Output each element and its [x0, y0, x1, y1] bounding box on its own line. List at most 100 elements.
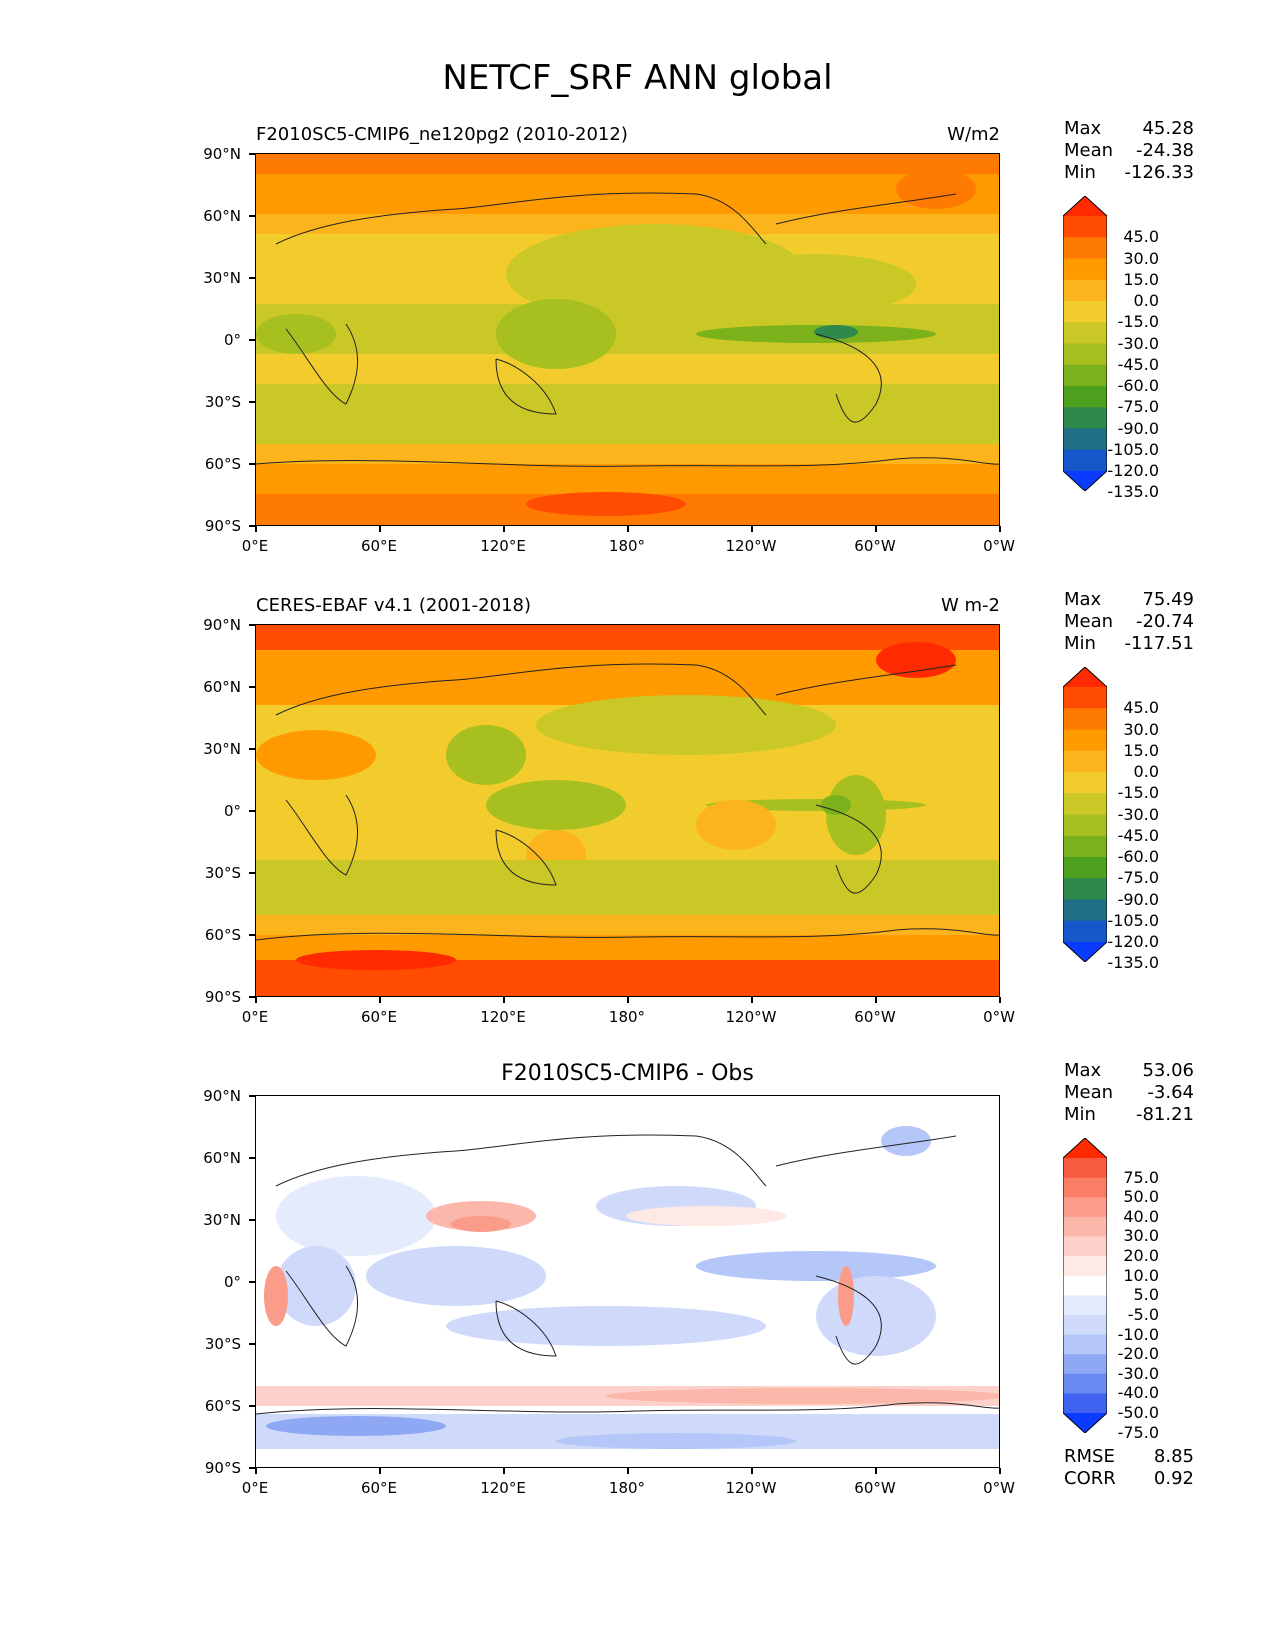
- colorbar-segment: [1063, 1295, 1107, 1316]
- colorbar-segment: [1063, 835, 1107, 858]
- colorbar-tick-label: -15.0: [1117, 783, 1159, 803]
- colorbar-extend-top: [1063, 196, 1107, 216]
- colorbar-tick-label: 50.0: [1123, 1187, 1159, 1207]
- colorbar-tick-label: 45.0: [1123, 698, 1159, 718]
- colorbar-tick-label: -120.0: [1107, 461, 1159, 480]
- lon-tick-label: 60°W: [854, 1479, 896, 1497]
- colorbar-segment: [1063, 857, 1107, 879]
- colorbar-tick-label: 45.0: [1123, 227, 1159, 247]
- lon-tick-label: 180°: [608, 537, 646, 555]
- lon-tick-label: 0°W: [983, 1008, 1015, 1026]
- colorbar-tick-label: 20.0: [1123, 1246, 1159, 1266]
- colorbar-tick-label: -5.0: [1127, 1304, 1159, 1324]
- lat-tick-label: 30°N: [203, 269, 241, 287]
- colorbar-segment: [1063, 1158, 1107, 1179]
- map-field-difference: [256, 1096, 999, 1467]
- lon-tick-label: 0°W: [983, 537, 1015, 555]
- lat-tick-label: 90°S: [204, 1459, 241, 1477]
- colorbar-segment: [1063, 814, 1107, 837]
- lon-tick-label: 120°W: [725, 1479, 777, 1497]
- colorbar-tick-label: 0.0: [1133, 762, 1159, 781]
- lat-tick-label: 60°N: [203, 1149, 241, 1167]
- colorbar-tick-label: -15.0: [1117, 312, 1159, 332]
- colorbar-extend-bottom: [1063, 1413, 1107, 1433]
- colorbar-segment: [1063, 237, 1107, 259]
- lat-tick-label: 0°: [223, 331, 241, 349]
- lon-tick-label: 60°W: [854, 1008, 896, 1026]
- colorbar-segment: [1063, 449, 1107, 472]
- map-obs: [255, 624, 1000, 997]
- figure-title: NETCF_SRF ANN global: [442, 58, 833, 98]
- colorbar-tick-label: -105.0: [1107, 439, 1159, 459]
- colorbar-segment: [1063, 1354, 1107, 1375]
- lat-tick-label: 60°S: [204, 455, 241, 473]
- colorbar-tick-label: -40.0: [1117, 1383, 1159, 1403]
- lon-tick-label: 120°W: [725, 1008, 777, 1026]
- map-field-model: [256, 154, 999, 525]
- colorbar-tick-label: -90.0: [1117, 418, 1159, 438]
- colorbar-tick-label: -60.0: [1117, 376, 1159, 395]
- colorbar-tick-label: -75.0: [1117, 868, 1159, 888]
- colorbar-segment: [1063, 258, 1107, 281]
- panel-units: W m-2: [940, 595, 1000, 616]
- colorbar-tick-label: -45.0: [1117, 354, 1159, 374]
- lat-tick-label: 90°N: [203, 1087, 241, 1105]
- colorbar-segment: [1063, 920, 1107, 943]
- colorbar-tick-label: -60.0: [1117, 847, 1159, 866]
- panel-title-left: F2010SC5-CMIP6_ne120pg2 (2010-2012): [256, 124, 628, 145]
- lon-tick-label: 60°E: [360, 1008, 398, 1026]
- lon-tick-label: 60°W: [854, 537, 896, 555]
- colorbar-segment: [1063, 322, 1107, 344]
- lat-tick-label: 60°S: [204, 926, 241, 944]
- colorbar-tick-label: -105.0: [1107, 910, 1159, 930]
- lon-tick-label: 0°E: [241, 1008, 269, 1026]
- colorbar-tick-label: -30.0: [1117, 804, 1159, 824]
- colorbar-tick-label: -30.0: [1117, 333, 1159, 353]
- lat-tick-label: 30°S: [204, 864, 241, 882]
- lat-tick-label: 60°N: [203, 678, 241, 696]
- colorbar-tick-label: -135.0: [1107, 482, 1159, 502]
- panel-units: W/m2: [947, 124, 1000, 145]
- colorbar-segment: [1063, 216, 1107, 238]
- colorbar: 45.0 30.0 15.0 0.0 -15.0 -30.0 -45.0 -60.0 -75.0…: [1062, 195, 1159, 501]
- colorbar-graphic: [1062, 195, 1108, 492]
- lon-tick-label: 0°E: [241, 537, 269, 555]
- colorbar: 45.0 30.0 15.0 0.0 -15.0 -30.0 -45.0 -60.0 -75.0…: [1062, 666, 1159, 972]
- colorbar-tick-label: 30.0: [1123, 248, 1159, 268]
- colorbar-segment: [1063, 793, 1107, 815]
- lat-tick-label: 30°N: [203, 740, 241, 758]
- colorbar-segment: [1063, 1197, 1107, 1218]
- colorbar-segment: [1063, 1177, 1107, 1198]
- colorbar-segment: [1063, 428, 1107, 451]
- lon-tick-label: 0°E: [241, 1479, 269, 1497]
- colorbar-tick-label: 30.0: [1123, 1226, 1159, 1246]
- colorbar-extend-top: [1063, 667, 1107, 687]
- colorbar-segment: [1063, 1236, 1107, 1257]
- lon-tick-label: 180°: [608, 1479, 646, 1497]
- colorbar-tick-label: 30.0: [1123, 719, 1159, 739]
- colorbar-segment: [1063, 407, 1107, 429]
- colorbar-tick-label: 15.0: [1123, 269, 1159, 289]
- lat-tick-label: 90°S: [204, 517, 241, 535]
- panel-title-left: CERES-EBAF v4.1 (2001-2018): [256, 595, 532, 616]
- colorbar-segment: [1063, 279, 1107, 302]
- colorbar-segment: [1063, 878, 1107, 900]
- lon-tick-label: 120°E: [480, 537, 526, 555]
- lat-tick-label: 90°N: [203, 616, 241, 634]
- lon-tick-label: 120°W: [725, 537, 777, 555]
- colorbar-segment: [1063, 772, 1107, 794]
- lon-tick-label: 0°W: [983, 1479, 1015, 1497]
- colorbar-tick-label: -10.0: [1117, 1324, 1159, 1344]
- colorbar-segment: [1063, 1334, 1107, 1355]
- lat-tick-label: 0°: [223, 1273, 241, 1291]
- colorbar-tick-label: 10.0: [1123, 1265, 1159, 1285]
- lon-tick-label: 60°E: [360, 1479, 398, 1497]
- lon-tick-label: 120°E: [480, 1008, 526, 1026]
- colorbar-graphic: [1062, 666, 1108, 963]
- map-model: [255, 153, 1000, 526]
- lat-tick-label: 90°S: [204, 988, 241, 1006]
- colorbar-tick-label: -90.0: [1117, 889, 1159, 909]
- colorbar-graphic: [1062, 1137, 1108, 1434]
- colorbar-segment: [1063, 1314, 1107, 1336]
- lat-tick-label: 30°N: [203, 1211, 241, 1229]
